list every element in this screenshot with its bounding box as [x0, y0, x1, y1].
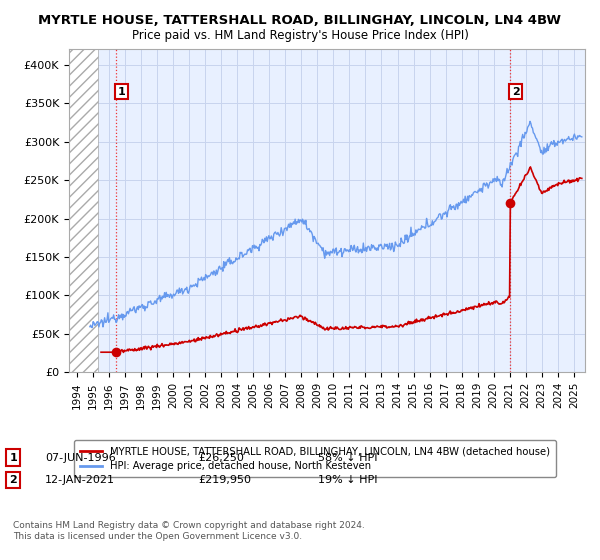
Text: Contains HM Land Registry data © Crown copyright and database right 2024.
This d: Contains HM Land Registry data © Crown c…: [13, 521, 365, 540]
Legend: MYRTLE HOUSE, TATTERSHALL ROAD, BILLINGHAY, LINCOLN, LN4 4BW (detached house), H: MYRTLE HOUSE, TATTERSHALL ROAD, BILLINGH…: [74, 440, 556, 478]
Text: 2: 2: [10, 475, 17, 485]
Text: 12-JAN-2021: 12-JAN-2021: [45, 475, 115, 485]
Text: 1: 1: [10, 452, 17, 463]
Text: Price paid vs. HM Land Registry's House Price Index (HPI): Price paid vs. HM Land Registry's House …: [131, 29, 469, 42]
Bar: [69, 49, 98, 372]
Text: 19% ↓ HPI: 19% ↓ HPI: [318, 475, 377, 485]
Text: 2: 2: [512, 87, 520, 96]
Bar: [69, 49, 98, 372]
Text: 58% ↓ HPI: 58% ↓ HPI: [318, 452, 377, 463]
Text: 1: 1: [118, 87, 125, 96]
Text: £219,950: £219,950: [198, 475, 251, 485]
Text: MYRTLE HOUSE, TATTERSHALL ROAD, BILLINGHAY, LINCOLN, LN4 4BW: MYRTLE HOUSE, TATTERSHALL ROAD, BILLINGH…: [38, 14, 562, 27]
Text: £26,250: £26,250: [198, 452, 244, 463]
Text: 07-JUN-1996: 07-JUN-1996: [45, 452, 116, 463]
